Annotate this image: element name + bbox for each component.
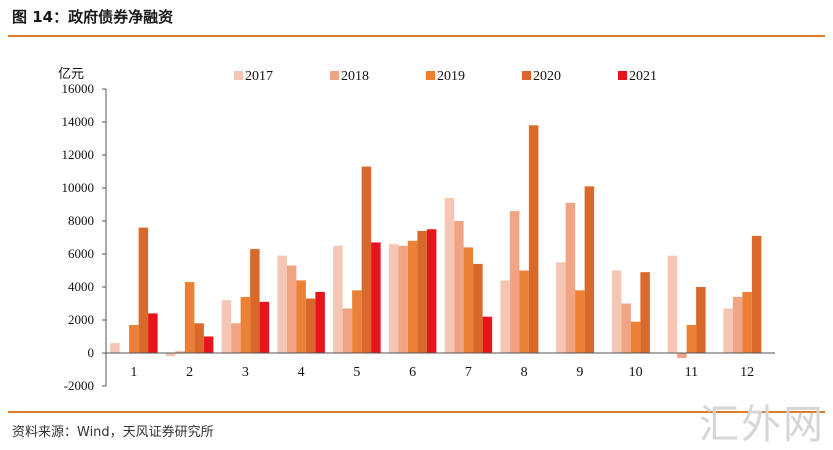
y-tick-label: 14000 <box>62 114 95 129</box>
bar-2021-m3 <box>259 301 270 353</box>
bar-2020-m12 <box>751 235 762 353</box>
bar-2019-m1 <box>129 324 139 353</box>
bar-2021-m1 <box>148 313 158 353</box>
bar-2018-m12 <box>732 296 743 353</box>
y-tick-label: 8000 <box>68 213 94 228</box>
bar-2017-m11 <box>667 255 678 353</box>
x-tick-label: 1 <box>130 365 137 380</box>
y-tick-label: 6000 <box>68 246 94 261</box>
bar-2019-m6 <box>407 240 418 353</box>
y-tick-label: 2000 <box>68 312 94 327</box>
x-tick-label: 8 <box>521 365 528 380</box>
bar-2017-m7 <box>444 197 455 353</box>
bar-2019-m2 <box>184 282 195 353</box>
bar-2020-m5 <box>361 166 372 353</box>
legend-swatch-2017 <box>234 71 243 80</box>
bar-2019-m11 <box>686 324 697 353</box>
legend-swatch-2020 <box>522 71 531 80</box>
bar-2021-m7 <box>482 316 493 353</box>
y-tick-label: 0 <box>88 345 95 360</box>
bar-2017-m6 <box>388 244 399 353</box>
bar-2020-m10 <box>640 272 650 353</box>
source-note: 资料来源：Wind，天风证券研究所 <box>12 425 214 440</box>
legend-label-2019: 2019 <box>437 69 465 84</box>
x-tick-label: 12 <box>740 365 754 380</box>
x-tick-label: 9 <box>576 365 583 380</box>
bar-2018-m6 <box>398 245 408 353</box>
bar-2020-m4 <box>305 298 316 353</box>
bar-2020-m8 <box>528 125 539 353</box>
y-tick-label: 10000 <box>62 180 95 195</box>
legend-label-2020: 2020 <box>533 69 561 84</box>
bar-2021-m2 <box>203 336 214 353</box>
bar-2019-m12 <box>742 291 752 353</box>
bar-2019-m8 <box>519 270 529 353</box>
bar-2018-m2 <box>175 351 185 353</box>
bar-2018-m11 <box>677 353 687 358</box>
bar-2019-m5 <box>352 290 362 353</box>
bar-2020-m3 <box>250 249 260 353</box>
bar-2017-m4 <box>277 255 287 353</box>
bar-2017-m10 <box>611 270 622 353</box>
x-tick-label: 4 <box>298 365 305 380</box>
bar-2020-m2 <box>194 323 204 353</box>
bar-2017-m8 <box>500 280 510 353</box>
legend-swatch-2021 <box>618 71 627 80</box>
bar-2017-m12 <box>723 308 733 353</box>
bar-2017-m9 <box>556 262 566 353</box>
bar-2020-m6 <box>417 230 427 353</box>
x-axis: 1 2 3 4 5 6 7 8 9 10 11 12 <box>106 352 775 380</box>
bar-2018-m7 <box>454 221 464 353</box>
bar-2019-m4 <box>296 280 306 353</box>
legend-swatch-2018 <box>330 71 339 80</box>
bar-2019-m9 <box>575 290 585 353</box>
x-tick-label: 2 <box>186 365 193 380</box>
y-tick-label: -2000 <box>64 378 94 393</box>
y-axis: -2000 0 2000 4000 6000 8000 10000 12000 14000 160… <box>62 81 107 393</box>
bar-2021-m4 <box>315 291 325 353</box>
x-tick-label: 7 <box>465 365 472 380</box>
bar-2018-m9 <box>565 202 576 353</box>
bar-2017-m1 <box>110 343 120 353</box>
y-axis-unit: 亿元 <box>58 67 84 82</box>
bar-2018-m3 <box>231 323 241 353</box>
bar-2018-m10 <box>621 303 631 353</box>
bar-2021-m6 <box>426 229 437 353</box>
bar-2019-m10 <box>630 321 641 353</box>
bar-2020-m7 <box>473 263 483 353</box>
y-tick-label: 16000 <box>62 81 95 96</box>
bars <box>110 125 762 358</box>
bar-2019-m3 <box>240 296 251 353</box>
bar-2020-m11 <box>696 287 706 353</box>
legend-swatch-2019 <box>426 71 435 80</box>
bar-2020-m9 <box>584 186 595 353</box>
legend-label-2021: 2021 <box>629 69 657 84</box>
x-tick-label: 11 <box>685 365 698 380</box>
x-tick-label: 6 <box>409 365 416 380</box>
legend-label-2017: 2017 <box>245 69 273 84</box>
figure-title: 图 14：政府债券净融资 <box>12 8 174 26</box>
bar-2018-m4 <box>286 265 297 353</box>
bar-2021-m5 <box>371 242 381 353</box>
bar-2020-m1 <box>138 227 149 353</box>
x-tick-label: 5 <box>353 365 360 380</box>
title-rule <box>8 35 825 37</box>
x-tick-label: 3 <box>242 365 249 380</box>
source-rule <box>8 411 825 413</box>
bar-2018-m5 <box>342 308 353 353</box>
bar-2017-m3 <box>221 300 232 353</box>
bar-2018-m8 <box>509 211 520 353</box>
bar-2017-m5 <box>333 245 343 353</box>
bar-2019-m7 <box>463 247 474 353</box>
x-tick-label: 10 <box>629 365 643 380</box>
y-tick-label: 12000 <box>62 147 95 162</box>
legend: 2017 2018 2019 2020 2021 <box>234 69 657 84</box>
legend-label-2018: 2018 <box>341 69 369 84</box>
y-tick-label: 4000 <box>68 279 94 294</box>
bar-2017-m2 <box>165 353 176 357</box>
watermark-logo: 汇外网 <box>699 402 825 448</box>
